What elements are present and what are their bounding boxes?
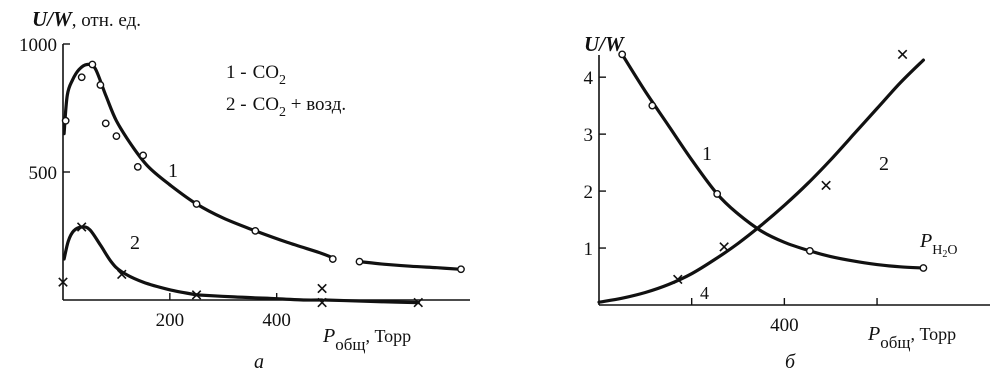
a-panel-label: а: [254, 351, 264, 373]
b-annotation-2: 2: [942, 249, 947, 260]
a-y-tick-label: 500: [29, 163, 58, 184]
a-series-2-line: [195, 293, 324, 302]
a-legend-1-num: 1 -: [226, 62, 247, 83]
b-x-tick-label: 400: [770, 315, 799, 336]
a-x-tick-label: 400: [262, 310, 291, 331]
a-y-tick-label: 1000: [19, 35, 57, 56]
b-series-2-point: [897, 49, 908, 60]
b-series-1-label: 1: [702, 143, 712, 165]
a-y-label-unit: , отн. ед.: [72, 10, 141, 31]
b-annotation-p: P: [919, 230, 932, 252]
a-legend: 1 - CO2 2 - CO2 + возд.: [226, 62, 346, 120]
a-series-2-point: [58, 277, 68, 287]
a-series-2-line: [62, 225, 199, 297]
a-legend-2-formula: CO: [253, 94, 279, 115]
a-series-2-point: [317, 297, 327, 308]
a-series-2-label: 2: [130, 232, 140, 254]
a-series-1-point: [192, 200, 201, 208]
b-series-2-point: [821, 180, 831, 191]
b-y-tick-label: 2: [584, 182, 594, 203]
b-ticks: 400 1 2 3 4: [584, 68, 878, 336]
b-panel-label: б: [785, 351, 796, 373]
b-series-1-line: [620, 52, 925, 270]
a-legend-entry-2: 2 - CO2 + возд.: [226, 94, 346, 120]
a-legend-entry-1: 1 - CO2: [226, 62, 286, 88]
a-series-2-point: [76, 222, 87, 232]
a-legend-2-num: 2 -: [226, 94, 247, 115]
a-legend-1-sub: 2: [279, 73, 286, 88]
a-x-tick-label: 200: [156, 310, 185, 331]
a-x-label-sub: общ: [335, 335, 365, 354]
a-series-1-point: [77, 73, 86, 82]
b-annotation-h: H: [932, 243, 942, 258]
a-series-2-point: [413, 297, 424, 308]
b-annotation-4: 4: [700, 283, 709, 303]
a-legend-2-rest: + возд.: [286, 94, 346, 115]
b-series-2-label: 2: [879, 153, 889, 175]
a-series-1-point: [328, 255, 337, 263]
a-y-label: U/W, отн. ед.: [32, 7, 141, 31]
a-series-1-point: [88, 60, 97, 69]
b-series: [597, 49, 928, 304]
a-series-1-point: [61, 116, 70, 125]
b-series-1-point: [805, 246, 814, 255]
b-series-2-point: [719, 242, 729, 252]
a-series-1-point: [457, 265, 465, 274]
panel-a: 200 400 500 1000 U/W, отн. ед. Pобщ, Торр 1…: [19, 7, 470, 373]
b-y-tick-label: 4: [584, 68, 594, 89]
a-series-2-line: [323, 298, 420, 305]
a-series-2-point: [116, 269, 127, 280]
b-x-label-unit: , Торр: [910, 324, 956, 344]
a-series-1-line: [357, 260, 463, 271]
a-legend-1-formula: CO: [253, 62, 279, 83]
a-x-label: Pобщ, Торр: [322, 325, 411, 354]
a-series-1-point: [139, 151, 148, 160]
b-series-1-point: [648, 101, 657, 110]
b-x-label: Pобщ, Торр: [867, 323, 956, 352]
b-annotation-pressure: PH2O: [919, 230, 957, 260]
b-series-1-point: [919, 264, 928, 272]
a-series-1-point: [96, 81, 105, 89]
a-series-1-point: [112, 132, 121, 141]
b-x-label-sub: общ: [880, 333, 910, 352]
b-series-1-point: [713, 190, 722, 198]
a-x-label-unit: , Торр: [365, 326, 411, 346]
a-x-label-main: P: [322, 325, 335, 347]
b-y-tick-label: 1: [584, 239, 594, 260]
a-series-2-point: [191, 290, 202, 300]
a-y-label-main: U/W: [32, 7, 73, 31]
b-y-label: U/W: [584, 32, 625, 56]
a-series-1-line: [62, 62, 335, 260]
b-annotation-o: O: [947, 243, 957, 258]
a-ticks: 200 400 500 1000: [19, 35, 291, 331]
b-y-tick-label: 3: [584, 125, 594, 146]
a-series-1-point: [251, 226, 260, 235]
b-series-2-point: [673, 274, 683, 285]
a-series: [58, 60, 465, 308]
b-series-2-line: [597, 58, 925, 304]
a-series-1-label: 1: [168, 160, 178, 182]
a-legend-2-sub: 2: [279, 105, 286, 120]
b-series-1-point: [618, 50, 627, 59]
a-series-1-point: [133, 162, 142, 171]
a-series-1-point: [101, 119, 110, 128]
b-x-label-main: P: [867, 323, 880, 345]
a-series-1-point: [355, 257, 364, 266]
a-series-2-point: [317, 283, 327, 294]
